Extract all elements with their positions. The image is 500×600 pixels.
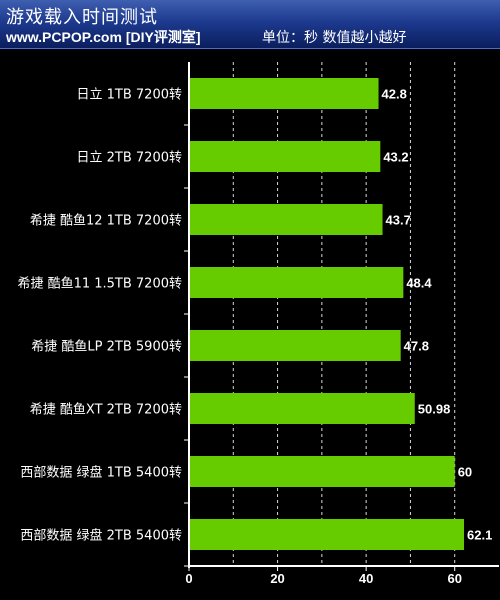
value-label: 47.8 bbox=[404, 339, 429, 354]
bar bbox=[190, 141, 381, 172]
chart-title: 游戏载入时间测试 bbox=[6, 7, 158, 28]
category-label: 希捷 酷鱼LP 2TB 5900转 bbox=[31, 339, 182, 355]
value-label: 43.7 bbox=[386, 213, 411, 228]
x-tick-label: 0 bbox=[185, 571, 192, 586]
category-label: 西部数据 绿盘 1TB 5400转 bbox=[20, 465, 182, 481]
value-label: 43.2 bbox=[383, 150, 408, 165]
value-label: 48.4 bbox=[406, 276, 432, 291]
bar bbox=[190, 204, 383, 235]
x-tick-label: 40 bbox=[359, 571, 373, 586]
category-label: 希捷 酷鱼12 1TB 7200转 bbox=[30, 213, 182, 229]
category-label: 希捷 酷鱼XT 2TB 7200转 bbox=[30, 402, 182, 418]
bar bbox=[190, 393, 415, 424]
category-label: 日立 2TB 7200转 bbox=[77, 151, 182, 166]
category-label: 希捷 酷鱼11 1.5TB 7200转 bbox=[17, 276, 182, 292]
x-tick-label: 20 bbox=[270, 571, 284, 586]
source-label: www.PCPOP.com [DIY评测室] bbox=[6, 29, 201, 45]
header-banner: 游戏载入时间测试 www.PCPOP.com [DIY评测室] 单位：秒 数值越… bbox=[0, 0, 500, 49]
bar bbox=[190, 519, 465, 550]
category-label: 日立 1TB 7200转 bbox=[77, 88, 182, 103]
bar bbox=[190, 267, 404, 298]
value-label: 50.98 bbox=[418, 402, 451, 417]
x-tick-label: 60 bbox=[447, 571, 461, 586]
category-label: 西部数据 绿盘 2TB 5400转 bbox=[20, 528, 182, 544]
value-label: 62.1 bbox=[467, 528, 492, 543]
unit-note: 单位：秒 数值越小越好 bbox=[262, 30, 407, 46]
bar bbox=[190, 330, 401, 361]
value-label: 60 bbox=[458, 465, 472, 480]
bar bbox=[190, 78, 379, 109]
value-label: 42.8 bbox=[382, 87, 407, 102]
bar bbox=[190, 456, 455, 487]
